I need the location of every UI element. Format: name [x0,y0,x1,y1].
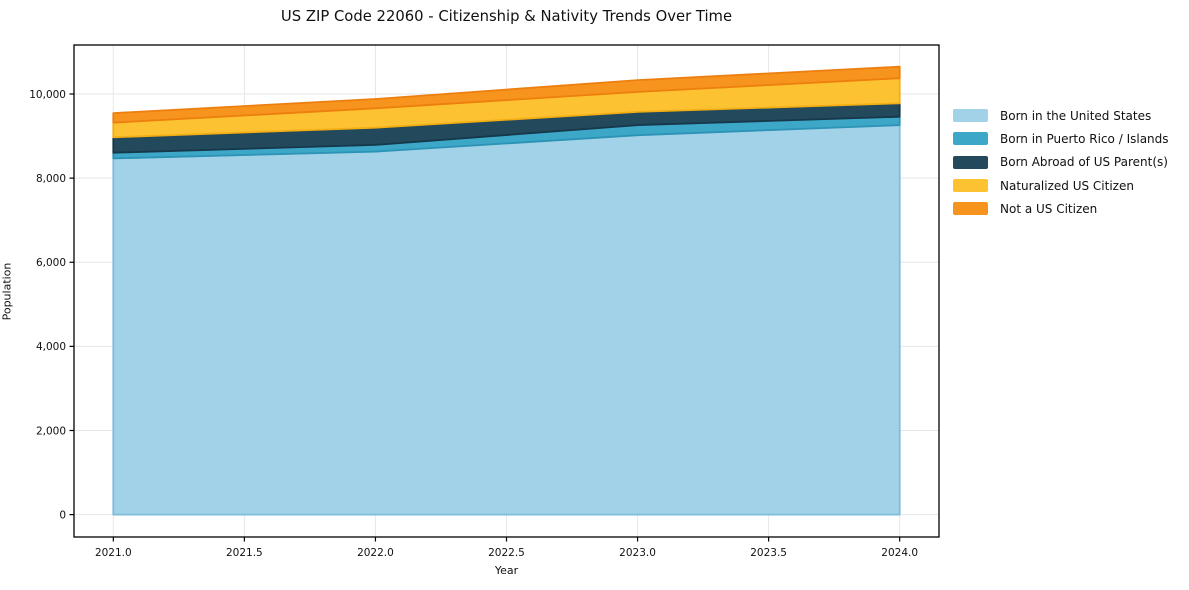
area-series-4 [112,65,901,124]
legend: Born in the United States Born in Puerto … [953,104,1169,220]
legend-swatch [953,202,988,216]
x-tick-label: 2022.0 [357,547,394,559]
legend-label: Naturalized US Citizen [1000,178,1134,193]
y-tick-label: 6,000 [36,257,66,269]
legend-swatch [953,179,988,193]
legend-item-4: Not a US Citizen [953,197,1169,220]
legend-label: Born in the United States [1000,108,1152,123]
legend-swatch [953,132,988,146]
x-tick-label: 2022.5 [488,547,525,559]
y-tick-label: 2,000 [36,425,66,437]
y-tick-label: 0 [59,509,66,521]
legend-label: Born in Puerto Rico / Islands [1000,131,1169,146]
legend-label: Born Abroad of US Parent(s) [1000,155,1168,170]
legend-item-2: Born Abroad of US Parent(s) [953,151,1169,174]
area-series-0 [112,124,901,516]
y-axis-label: Population [0,262,14,321]
x-tick-label: 2021.5 [226,547,263,559]
chart-title: US ZIP Code 22060 - Citizenship & Nativi… [280,8,733,25]
x-tick-label: 2023.0 [619,547,656,559]
legend-swatch [953,109,988,123]
legend-label: Not a US Citizen [1000,201,1098,216]
y-tick-label: 4,000 [36,341,66,353]
legend-item-3: Naturalized US Citizen [953,174,1169,197]
x-tick-label: 2023.5 [750,547,787,559]
legend-item-1: Born in Puerto Rico / Islands [953,127,1169,150]
x-tick-label: 2024.0 [881,547,918,559]
x-tick-label: 2021.0 [95,547,132,559]
legend-swatch [953,155,988,169]
x-axis-label: Year [494,564,519,577]
y-tick-label: 8,000 [36,173,66,185]
y-tick-label: 10,000 [29,89,66,101]
legend-item-0: Born in the United States [953,104,1169,127]
